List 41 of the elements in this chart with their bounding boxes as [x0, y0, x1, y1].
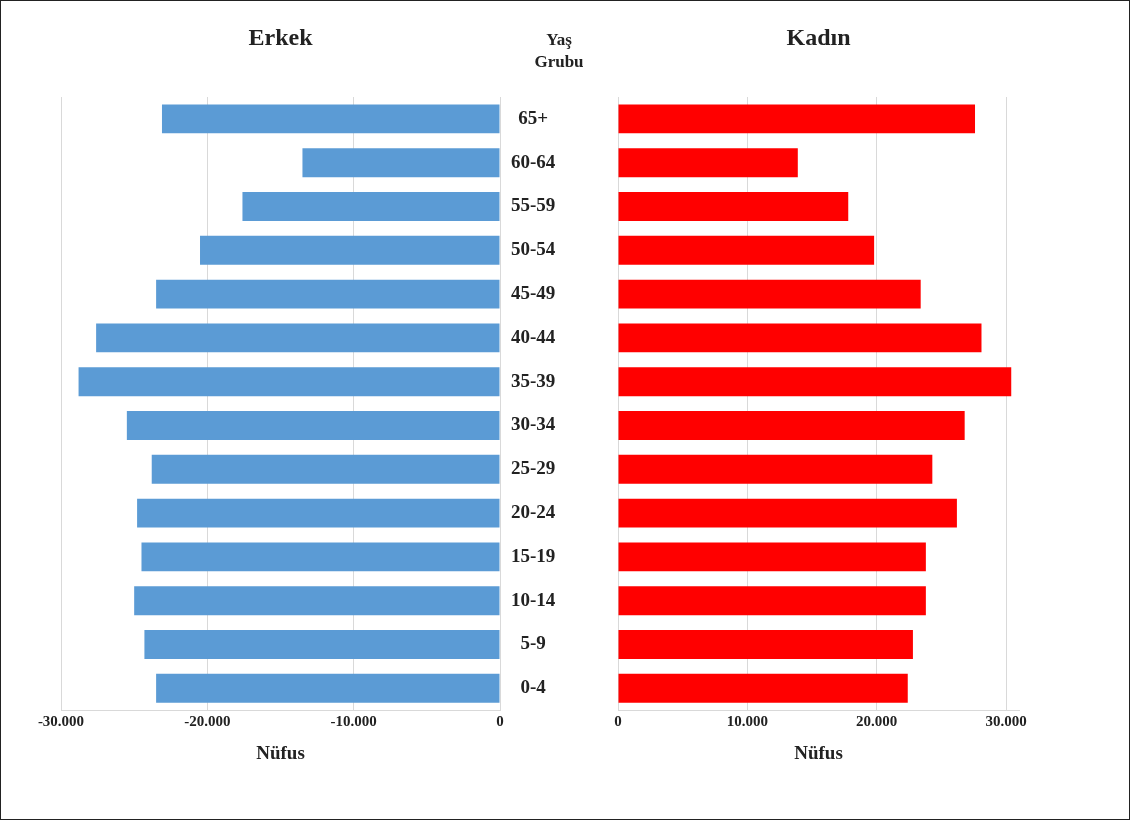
bar [618, 498, 957, 528]
bar [618, 148, 798, 178]
x-tick-label: 0 [496, 713, 504, 730]
bar [618, 367, 1012, 397]
bar [618, 235, 875, 265]
bar [618, 279, 921, 309]
bar [618, 454, 933, 484]
y-axis-title: Yaş Grubu [534, 30, 584, 72]
x-axis-title: Nüfus [794, 741, 843, 763]
bar [618, 542, 926, 572]
x-tick-label: -20.000 [184, 713, 231, 730]
chart-title: Kadın [786, 24, 851, 51]
y-tick-label: 60-64 [511, 150, 556, 172]
x-tick-label: 30.000 [985, 713, 1027, 730]
bar [618, 630, 913, 659]
x-tick-label: -10.000 [330, 713, 377, 730]
y-tick-label: 30-34 [511, 413, 556, 435]
bar [618, 586, 926, 616]
x-tick-label: -30.000 [37, 713, 85, 730]
y-tick-label: 50-54 [511, 238, 556, 260]
x-tick-label: 0 [614, 713, 622, 730]
y-tick-label: 40-44 [511, 325, 556, 347]
bar [618, 411, 965, 440]
y-tick-label: 5-9 [520, 632, 546, 654]
bar [618, 104, 976, 134]
y-tick-label: 15-19 [511, 544, 556, 566]
x-axis-title: Nüfus [256, 741, 305, 763]
bar [618, 673, 908, 703]
x-tick-label: 10.000 [726, 713, 768, 730]
y-tick-label: 20-24 [511, 501, 556, 523]
y-tick-label: 0-4 [520, 676, 547, 698]
chart-title: Erkek [248, 24, 314, 51]
y-tick-label: 55-59 [511, 194, 556, 216]
y-tick-label: 25-29 [511, 457, 556, 479]
y-tick-label: 45-49 [511, 282, 556, 304]
y-tick-label: 10-14 [511, 588, 556, 610]
y-tick-label: 35-39 [511, 369, 556, 391]
bar [618, 323, 982, 353]
x-tick-label: 20.000 [856, 713, 898, 730]
y-tick-label: 65+ [518, 106, 549, 128]
bar [618, 192, 849, 221]
